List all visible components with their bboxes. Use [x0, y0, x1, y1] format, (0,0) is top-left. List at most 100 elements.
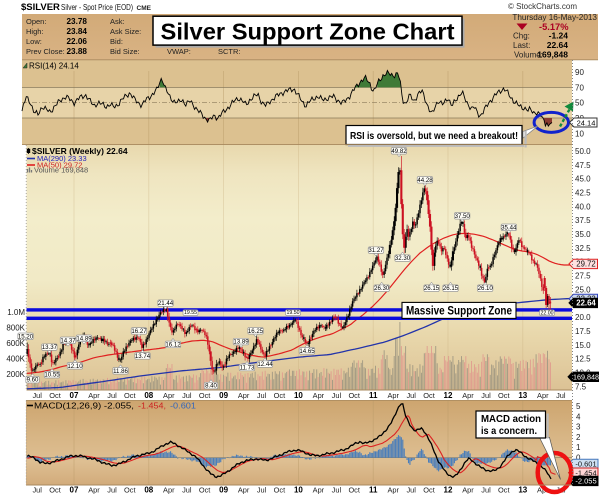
svg-text:Jul: Jul: [556, 391, 566, 400]
svg-text:42.5: 42.5: [575, 189, 591, 198]
svg-text:37.50: 37.50: [455, 213, 471, 220]
svg-text:19.50: 19.50: [287, 310, 300, 316]
svg-text:Oct: Oct: [348, 486, 360, 495]
svg-text:is a concern.: is a concern.: [481, 425, 537, 437]
svg-text:Jul: Jul: [481, 486, 491, 495]
svg-text:Volume:: Volume:: [514, 51, 543, 60]
svg-text:RSI is oversold, but we need a: RSI is oversold, but we need a breakout!: [350, 130, 518, 142]
svg-text:07: 07: [70, 486, 79, 495]
svg-text:14.89: 14.89: [76, 335, 92, 342]
svg-text:Jul: Jul: [182, 486, 192, 495]
svg-text:31.27: 31.27: [368, 247, 384, 254]
svg-text:Apr: Apr: [387, 391, 399, 400]
svg-text:10: 10: [294, 486, 303, 495]
svg-text:VWAP:: VWAP:: [167, 47, 191, 56]
svg-text:400K: 400K: [6, 355, 25, 364]
svg-text:Jul: Jul: [481, 391, 491, 400]
svg-text:CME: CME: [137, 5, 152, 12]
svg-text:Jul: Jul: [406, 486, 416, 495]
svg-text:MA(50) 29.72: MA(50) 29.72: [37, 161, 82, 170]
svg-text:© StockCharts.com: © StockCharts.com: [508, 2, 577, 11]
svg-text:Bid Size:: Bid Size:: [110, 47, 140, 56]
svg-text:08: 08: [144, 486, 153, 495]
svg-text:25.0: 25.0: [575, 285, 591, 294]
svg-text:26.30: 26.30: [374, 285, 390, 292]
svg-text:14.65: 14.65: [299, 348, 315, 355]
svg-text:12.5: 12.5: [575, 355, 591, 364]
svg-text:Oct: Oct: [274, 391, 286, 400]
svg-text:10: 10: [294, 391, 303, 400]
svg-text:Apr: Apr: [313, 486, 325, 495]
svg-text:Apr: Apr: [537, 391, 549, 400]
svg-text:27.5: 27.5: [575, 272, 591, 281]
svg-text:13.89: 13.89: [233, 339, 249, 346]
svg-text:Oct: Oct: [423, 486, 435, 495]
svg-text:35.44: 35.44: [501, 224, 517, 231]
svg-text:12: 12: [444, 486, 453, 495]
svg-text:29.72: 29.72: [576, 260, 596, 269]
svg-text:Chg:: Chg:: [513, 32, 530, 41]
svg-text:17.5: 17.5: [575, 327, 591, 336]
svg-text:-2.055: -2.055: [575, 477, 596, 486]
svg-text:15.20: 15.20: [18, 333, 34, 340]
svg-text:16.25: 16.25: [248, 328, 264, 335]
svg-text:-5.17%: -5.17%: [539, 22, 569, 32]
svg-text:11.86: 11.86: [113, 368, 128, 375]
svg-text:09: 09: [219, 486, 228, 495]
svg-text:23.84: 23.84: [67, 27, 88, 36]
svg-text:169,848: 169,848: [537, 50, 568, 60]
svg-text:Last:: Last:: [513, 41, 530, 50]
svg-text:07: 07: [70, 391, 79, 400]
svg-text:Jul: Jul: [332, 486, 342, 495]
svg-text:Oct: Oct: [49, 486, 61, 495]
svg-text:Oct: Oct: [348, 391, 360, 400]
svg-text:Jul: Jul: [257, 391, 267, 400]
svg-text:-1.454,: -1.454,: [138, 402, 166, 411]
svg-text:Oct: Oct: [498, 391, 510, 400]
svg-text:Apr: Apr: [387, 486, 399, 495]
svg-text:169,848: 169,848: [573, 373, 599, 382]
svg-text:Prev Close:: Prev Close:: [26, 47, 65, 56]
svg-text:0: 0: [576, 454, 581, 463]
svg-text:Jul: Jul: [32, 391, 42, 400]
svg-text:26.15: 26.15: [424, 285, 440, 292]
svg-text:Jul: Jul: [32, 486, 42, 495]
svg-text:Oct: Oct: [124, 391, 136, 400]
svg-text:High:: High:: [26, 27, 44, 36]
svg-text:47.5: 47.5: [575, 161, 591, 170]
svg-text:13.37: 13.37: [42, 344, 58, 351]
svg-text:23.78: 23.78: [67, 17, 88, 26]
svg-text:20.0: 20.0: [575, 313, 591, 322]
svg-text:Oct: Oct: [199, 486, 211, 495]
svg-text:-0.601: -0.601: [170, 402, 197, 411]
svg-text:Apr: Apr: [537, 486, 549, 495]
svg-text:600K: 600K: [6, 339, 25, 348]
svg-text:26.10: 26.10: [478, 285, 494, 292]
svg-text:800K: 800K: [6, 323, 25, 332]
svg-text:4: 4: [576, 412, 581, 421]
svg-text:45.0: 45.0: [575, 175, 591, 184]
svg-text:90: 90: [575, 68, 584, 77]
svg-text:Low:: Low:: [26, 37, 42, 46]
svg-text:Bid:: Bid:: [110, 37, 123, 46]
svg-text:-0.601: -0.601: [575, 460, 596, 469]
svg-text:Apr: Apr: [462, 391, 474, 400]
svg-text:MACD action: MACD action: [481, 413, 541, 425]
svg-text:-1.454: -1.454: [575, 469, 596, 478]
svg-text:22.64: 22.64: [547, 40, 569, 50]
svg-text:14.37: 14.37: [60, 337, 76, 344]
svg-text:Jul: Jul: [107, 486, 117, 495]
svg-text:13: 13: [518, 391, 527, 400]
svg-text:7.5: 7.5: [575, 382, 587, 391]
svg-text:49.82: 49.82: [391, 148, 407, 155]
svg-text:Oct: Oct: [423, 391, 435, 400]
svg-text:Apr: Apr: [238, 391, 250, 400]
svg-text:Jul: Jul: [332, 391, 342, 400]
svg-text:10.55: 10.55: [44, 372, 60, 379]
svg-text:Ask Size:: Ask Size:: [110, 27, 141, 36]
svg-text:22.64: 22.64: [576, 299, 596, 308]
svg-text:15.0: 15.0: [575, 341, 591, 350]
svg-text:50: 50: [575, 99, 584, 108]
svg-text:Jul: Jul: [107, 391, 117, 400]
svg-text:Oct: Oct: [49, 391, 61, 400]
